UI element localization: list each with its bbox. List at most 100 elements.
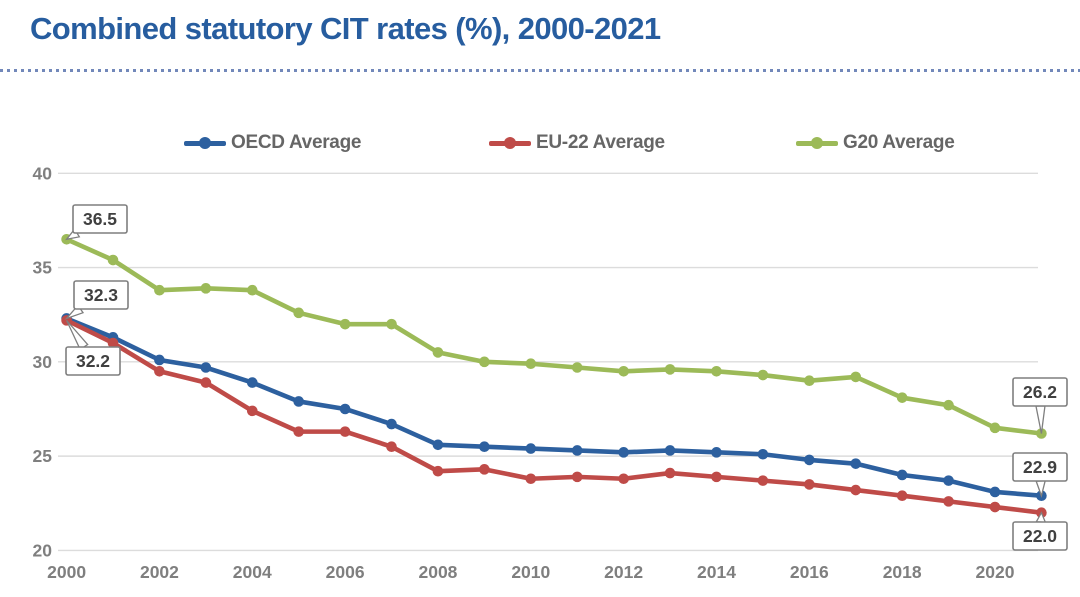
data-point-oecd-average — [896, 469, 908, 481]
data-point-oecd-average — [711, 447, 722, 458]
data-point-eu-22-average — [943, 496, 954, 507]
data-point-g20-average — [293, 307, 305, 319]
callout-value-label: 22.0 — [1023, 526, 1057, 546]
data-point-g20-average — [757, 369, 769, 381]
legend-label-oecd-average: OECD Average — [231, 132, 362, 153]
data-point-g20-average — [432, 347, 444, 358]
data-point-oecd-average — [293, 396, 305, 407]
data-point-oecd-average — [943, 475, 954, 486]
data-point-eu-22-average — [339, 426, 351, 437]
data-point-eu-22-average — [432, 465, 444, 477]
callout-box — [65, 346, 121, 376]
data-point-eu-22-average — [896, 490, 908, 502]
page-title: Combined statutory CIT rates (%), 2000-2… — [30, 11, 661, 46]
data-point-eu-22-average — [386, 441, 397, 452]
x-axis-tick-label: 2014 — [697, 562, 736, 582]
data-point-g20-average — [107, 254, 119, 266]
oecd-series-marker-icon — [184, 136, 226, 150]
data-point-eu-22-average — [618, 473, 629, 485]
data-point-g20-average — [386, 318, 397, 330]
x-axis-tick-label: 2012 — [604, 562, 643, 582]
data-point-g20-average — [664, 364, 676, 375]
legend-item-g20-average: G20 Average — [796, 131, 955, 155]
data-point-oecd-average — [386, 418, 397, 430]
data-point-eu-22-average — [154, 365, 165, 377]
data-point-oecd-average — [850, 458, 862, 469]
series-line-oecd-average — [64, 316, 1044, 499]
y-axis-tick-label: 35 — [33, 258, 53, 278]
x-axis-tick-label: 2016 — [790, 562, 829, 582]
series-line-eu-22-average — [64, 318, 1044, 515]
callout-box — [72, 204, 128, 234]
callout-value-label: 32.2 — [76, 351, 110, 371]
data-point-eu-22-average — [200, 377, 212, 388]
data-point-g20-average — [989, 422, 1001, 434]
data-point-oecd-average — [804, 454, 815, 466]
callout-value-label: 26.2 — [1023, 382, 1057, 402]
callout-box — [1012, 452, 1068, 482]
x-axis-tick-label: 2004 — [233, 562, 272, 582]
data-point-oecd-average — [757, 448, 769, 460]
data-point-oecd-average — [200, 362, 212, 373]
data-point-g20-average — [943, 399, 954, 411]
x-axis-tick-label: 2002 — [140, 562, 179, 582]
data-point-oecd-average — [339, 403, 351, 415]
data-point-eu-22-average — [664, 467, 676, 479]
x-axis-tick-label: 2000 — [47, 562, 86, 582]
y-axis-tick-label: 30 — [33, 352, 53, 372]
data-point-eu-22-average — [711, 471, 722, 483]
data-point-g20-average — [246, 284, 258, 296]
data-point-eu-22-average — [246, 405, 258, 417]
x-axis-tick-label: 2006 — [326, 562, 365, 582]
data-point-g20-average — [804, 375, 815, 387]
y-axis-tick-label: 20 — [33, 540, 53, 560]
legend-label-eu22-average: EU-22 Average — [536, 132, 665, 153]
data-point-g20-average — [479, 356, 490, 368]
series-line-g20-average — [64, 236, 1044, 436]
eu22-series-marker-icon — [489, 136, 531, 150]
data-point-g20-average — [525, 358, 537, 370]
legend-item-oecd-average: OECD Average — [184, 131, 361, 155]
data-point-eu-22-average — [571, 471, 583, 483]
callout-box — [1012, 377, 1068, 407]
callout-value-label: 36.5 — [83, 209, 117, 229]
data-point-eu-22-average — [757, 475, 769, 486]
data-point-g20-average — [711, 365, 722, 377]
data-point-eu-22-average — [293, 426, 305, 437]
callout-box — [73, 280, 129, 310]
y-axis-tick-label: 40 — [33, 163, 53, 183]
data-point-oecd-average — [571, 445, 583, 456]
data-point-g20-average — [339, 318, 351, 330]
data-point-g20-average — [571, 362, 583, 373]
data-point-eu-22-average — [989, 501, 1001, 513]
x-axis-tick-label: 2018 — [883, 562, 922, 582]
x-axis-tick-label: 2008 — [418, 562, 457, 582]
data-point-eu-22-average — [479, 464, 490, 475]
title-divider-dotted-rule — [0, 69, 1080, 72]
callout-box — [1012, 521, 1068, 551]
y-axis-tick-label: 25 — [33, 446, 53, 466]
g20-series-marker-icon — [796, 136, 838, 150]
data-point-g20-average — [154, 284, 165, 296]
callout-value-label: 32.3 — [84, 285, 118, 305]
data-point-eu-22-average — [107, 337, 119, 349]
data-point-oecd-average — [989, 486, 1001, 498]
x-axis-tick-label: 2010 — [511, 562, 550, 582]
data-point-oecd-average — [525, 443, 537, 454]
data-point-g20-average — [896, 392, 908, 403]
legend-item-eu22-average: EU-22 Average — [489, 131, 665, 155]
data-point-g20-average — [850, 371, 862, 383]
data-point-eu-22-average — [804, 479, 815, 490]
data-point-eu-22-average — [850, 484, 862, 496]
legend-label-g20-average: G20 Average — [843, 132, 955, 153]
data-point-oecd-average — [664, 445, 676, 456]
x-axis-tick-label: 2020 — [976, 562, 1015, 582]
data-point-g20-average — [618, 365, 629, 377]
data-point-oecd-average — [246, 377, 258, 388]
data-point-oecd-average — [479, 441, 490, 452]
data-point-eu-22-average — [525, 473, 537, 485]
data-point-oecd-average — [618, 447, 629, 458]
data-point-oecd-average — [432, 439, 444, 451]
